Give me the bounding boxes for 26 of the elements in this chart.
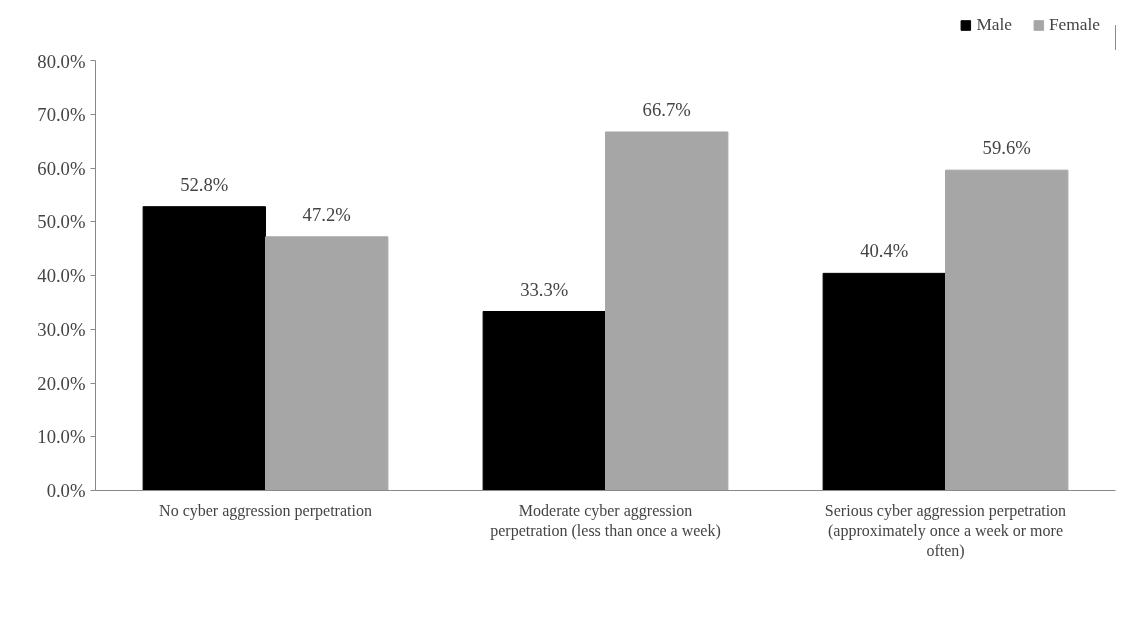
y-tick-label: 50.0% (37, 211, 86, 233)
y-tick-label: 10.0% (37, 426, 86, 448)
data-label: 59.6% (982, 137, 1031, 159)
bar (822, 272, 946, 491)
data-label: 33.3% (520, 278, 569, 300)
bar (142, 206, 266, 491)
y-tick-label: 30.0% (37, 318, 86, 340)
bar (605, 131, 729, 491)
x-tick-label: No cyber aggression perpetration (159, 501, 372, 520)
y-tick-label: 70.0% (37, 103, 86, 125)
y-tick-label: 60.0% (37, 157, 86, 179)
x-tick-label: Moderate cyber aggression perpetration (less than once a week) (490, 501, 721, 540)
y-tick-label: 20.0% (37, 372, 86, 394)
bar (945, 169, 1069, 491)
bar (265, 236, 389, 491)
y-tick-label: 40.0% (37, 265, 86, 286)
y-tick-label: 80.0% (37, 50, 86, 72)
data-label: 66.7% (642, 98, 691, 120)
data-label: 47.2% (302, 203, 351, 225)
x-tick-label: Serious cyber aggression perpetration (approximately once a week or more often) (824, 501, 1067, 561)
bar (482, 311, 606, 491)
data-label: 40.4% (860, 240, 909, 262)
legend-label: Female (1048, 15, 1100, 35)
legend-label: Male (976, 15, 1012, 35)
y-tick-label: 0.0% (46, 480, 86, 501)
data-label: 52.8% (180, 173, 229, 195)
